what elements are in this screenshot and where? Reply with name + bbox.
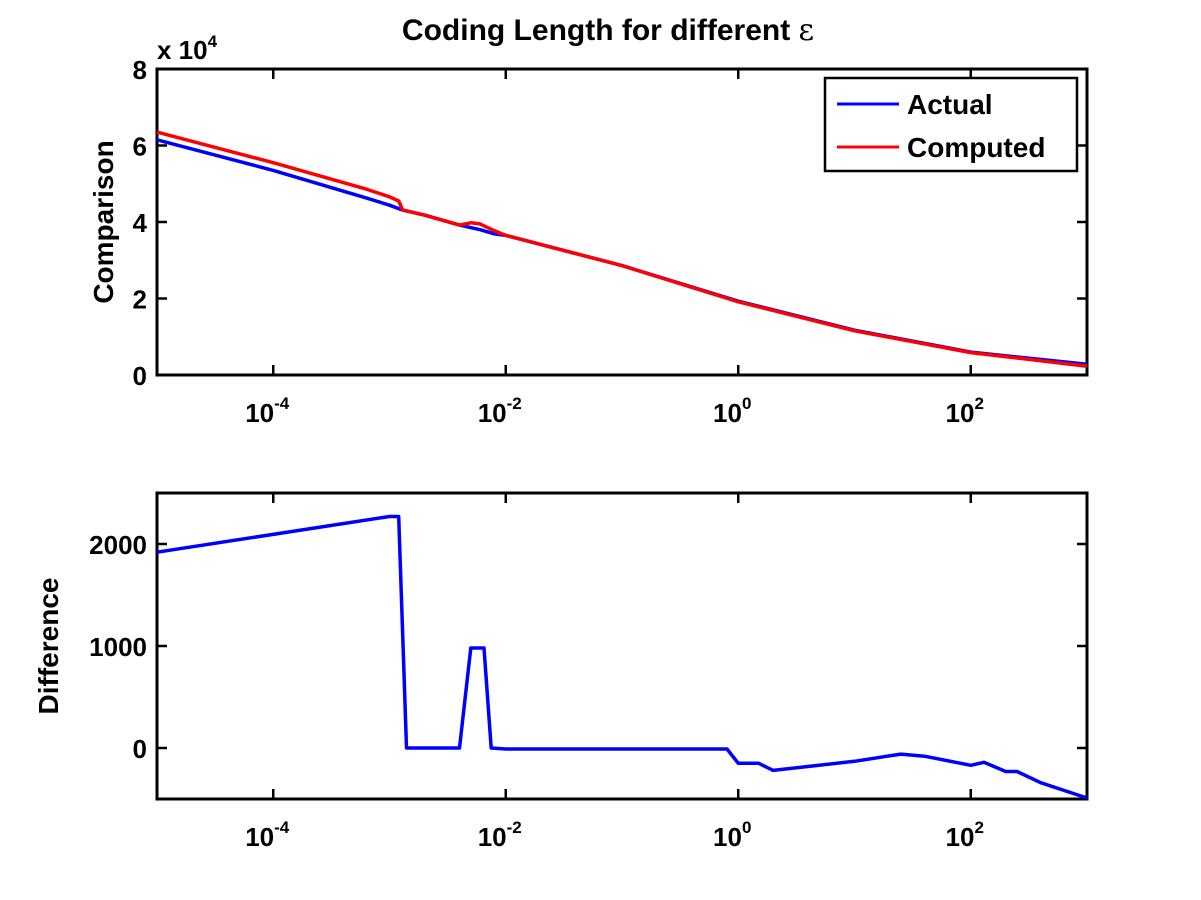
y-tick-label: 0 [133,361,147,391]
y-tick-label: 0 [133,734,147,764]
chart-title: Coding Length for different ε [402,13,814,48]
legend-label-actual: Actual [907,89,993,120]
x-tick-label: 10-2 [478,394,522,428]
legend: Actual Computed [823,76,1079,173]
bottom-series-lines [156,514,1088,800]
top-y-axis-label: Comparison [88,140,119,303]
top-y-tick-labels: 0 2 4 6 8 [133,55,148,391]
bottom-panel-difference: 10-4 10-2 100 102 0 1000 2000 Difference [33,491,1089,852]
x-tick-label: 102 [946,394,984,428]
bottom-ticks [157,493,1087,799]
x-tick-label: 100 [713,818,751,852]
bottom-x-tick-labels: 10-4 10-2 100 102 [245,818,984,852]
y-tick-label: 4 [133,208,148,238]
x-tick-label: 10-2 [478,818,522,852]
top-x-tick-labels: 10-4 10-2 100 102 [245,394,984,428]
top-ticks [157,67,1087,377]
bottom-y-tick-labels: 0 1000 2000 [89,530,147,764]
bottom-plot-area [155,491,1089,801]
x-tick-label: 102 [946,818,984,852]
y-tick-label: 2000 [89,530,147,560]
y-tick-label: 1000 [89,632,147,662]
y-tick-label: 2 [133,285,147,315]
legend-label-computed: Computed [907,132,1045,163]
y-tick-label: 8 [133,55,147,85]
bottom-y-axis-label: Difference [33,578,64,715]
top-panel-comparison: 10-4 10-2 100 102 0 2 4 6 8 x 104 Comparison Ac… [88,32,1089,428]
difference-line [156,514,1088,800]
y-tick-label: 6 [133,132,147,162]
top-series-lines [156,130,1088,368]
legend-box [823,76,1079,173]
top-exponent-label: x 104 [157,32,218,65]
series-line-computed [156,130,1088,368]
x-tick-label: 100 [713,394,751,428]
x-tick-label: 10-4 [245,818,290,852]
x-tick-label: 10-4 [245,394,290,428]
